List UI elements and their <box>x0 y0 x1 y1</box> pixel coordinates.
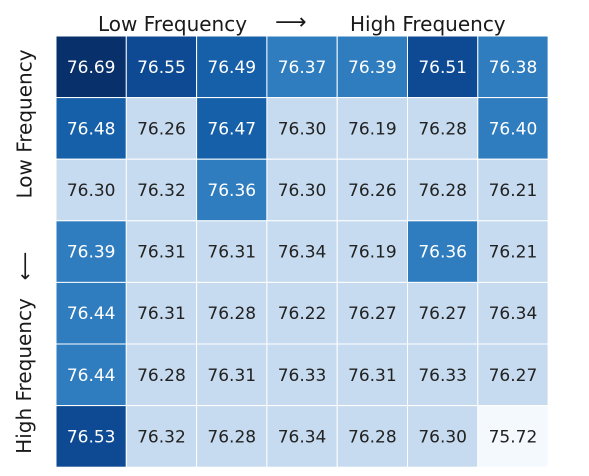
heatmap-cell-label: 76.30 <box>418 427 467 447</box>
heatmap-cell-label: 76.30 <box>278 181 327 201</box>
heatmap-cell-label: 76.47 <box>207 119 256 139</box>
heatmap-cell-label: 76.30 <box>67 181 116 201</box>
heatmap-cell <box>55 97 127 160</box>
heatmap-cell <box>407 281 479 345</box>
heatmap-cell-label: 76.31 <box>137 304 186 324</box>
heatmap-cell <box>196 158 268 222</box>
heatmap-cell <box>196 97 268 160</box>
heatmap-cell <box>266 220 338 283</box>
heatmap-cell <box>477 35 549 99</box>
heatmap-cell-label: 76.36 <box>207 181 256 201</box>
heatmap-cell-label: 76.69 <box>67 58 116 78</box>
heatmap-cell <box>266 405 338 468</box>
heatmap-cell-label: 76.19 <box>348 119 397 139</box>
heatmap-cell-label: 76.40 <box>489 119 538 139</box>
heatmap-cell-label: 76.32 <box>137 427 186 447</box>
heatmap-cell <box>55 220 127 283</box>
heatmap-cell-label: 76.28 <box>207 427 256 447</box>
heatmap-cell-label: 76.49 <box>207 58 256 78</box>
heatmap-cell-label: 76.37 <box>278 58 327 78</box>
heatmap-cell-label: 76.31 <box>137 243 186 263</box>
heatmap-cell-label: 76.31 <box>207 243 256 263</box>
heatmap-cell <box>196 343 268 407</box>
heatmap-cell <box>407 35 479 99</box>
heatmap-cell-label: 76.31 <box>348 366 397 386</box>
heatmap-cell-label: 76.34 <box>278 243 327 263</box>
column-axis-high-label: High Frequency <box>350 12 506 36</box>
heatmap-cell-label: 76.33 <box>418 366 467 386</box>
heatmap-cell-label: 76.34 <box>489 304 538 324</box>
heatmap-cell-label: 76.22 <box>278 304 327 324</box>
heatmap-cell <box>407 97 479 160</box>
heatmap-cell-label: 76.21 <box>489 181 538 201</box>
heatmap-cell <box>336 405 409 468</box>
heatmap-cell <box>125 97 198 160</box>
heatmap-cell <box>477 405 549 468</box>
heatmap-cell-label: 76.26 <box>137 119 186 139</box>
heatmap-cell <box>125 281 198 345</box>
column-axis-label: Low Frequency ⟶ High Frequency <box>56 6 548 36</box>
heatmap-cell-label: 76.28 <box>137 366 186 386</box>
heatmap-cell <box>477 158 549 222</box>
heatmap-cell <box>196 281 268 345</box>
heatmap-cell-label: 76.19 <box>348 243 397 263</box>
heatmap-cell <box>266 97 338 160</box>
heatmap-cell <box>266 281 338 345</box>
heatmap-cell-label: 76.30 <box>278 119 327 139</box>
heatmap-cell <box>55 158 127 222</box>
heatmap-cell <box>407 220 479 283</box>
heatmap-cell-label: 76.48 <box>67 119 116 139</box>
heatmap-cell-label: 76.32 <box>137 181 186 201</box>
heatmap-cell-label: 76.27 <box>348 304 397 324</box>
heatmap-cell <box>55 343 127 407</box>
heatmap-cell <box>477 220 549 283</box>
heatmap-cell <box>336 281 409 345</box>
heatmap-cell-label: 76.28 <box>418 181 467 201</box>
heatmap-cell-label: 76.38 <box>489 58 538 78</box>
right-arrow-icon: ⟶ <box>275 10 307 35</box>
heatmap-cell-label: 76.27 <box>489 366 538 386</box>
heatmap-cell-label: 76.39 <box>67 243 116 263</box>
heatmap-cell <box>196 220 268 283</box>
heatmap-cell <box>336 158 409 222</box>
heatmap-cell <box>407 405 479 468</box>
heatmap-cell-label: 76.27 <box>418 304 467 324</box>
heatmap-cell <box>266 158 338 222</box>
heatmap-cell <box>125 220 198 283</box>
heatmap-cell-label: 76.28 <box>207 304 256 324</box>
heatmap-cell-label: 76.39 <box>348 58 397 78</box>
heatmap-cell-label: 76.26 <box>348 181 397 201</box>
heatmap-cell-label: 76.51 <box>418 58 467 78</box>
heatmap-cell-label: 76.36 <box>418 243 467 263</box>
heatmap-cell <box>125 158 198 222</box>
heatmap-cell <box>477 281 549 345</box>
heatmap-cell <box>196 405 268 468</box>
heatmap-cell-label: 76.33 <box>278 366 327 386</box>
heatmap-cell <box>477 97 549 160</box>
heatmap-cell-label: 76.28 <box>348 427 397 447</box>
heatmap-cell <box>55 405 127 468</box>
heatmap-cell-label: 76.44 <box>67 304 116 324</box>
heatmap-cell-label: 76.53 <box>67 427 116 447</box>
heatmap-cell-label: 76.21 <box>489 243 538 263</box>
heatmap-cell-label: 76.44 <box>67 366 116 386</box>
heatmap-cell-label: 75.72 <box>489 427 538 447</box>
column-axis-low-label: Low Frequency <box>98 12 248 36</box>
heatmap-cell-label: 76.34 <box>278 427 327 447</box>
heatmap-cell-label: 76.28 <box>418 119 467 139</box>
heatmap-cell <box>336 220 409 283</box>
heatmap-cell-label: 76.31 <box>207 366 256 386</box>
heatmap-cell <box>125 405 198 468</box>
heatmap-cell-label: 76.55 <box>137 58 186 78</box>
